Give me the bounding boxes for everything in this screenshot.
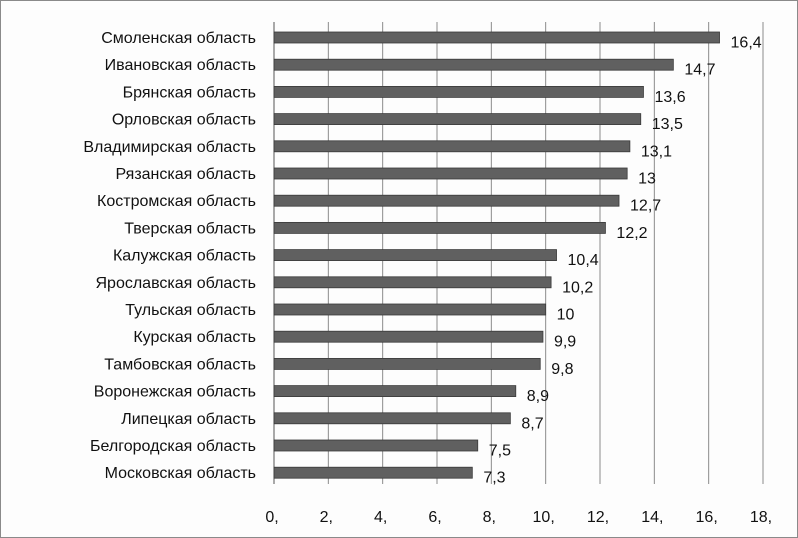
value-label: 10 [557,307,575,324]
value-label: 14,7 [684,62,715,79]
category-label: Костромская область [97,193,256,210]
category-label: Курская область [133,329,256,346]
category-label: Тамбовская область [104,356,256,373]
x-tick-label: 2, [320,509,333,526]
x-tick-label: 6, [428,509,441,526]
category-label: Брянская область [123,84,256,101]
category-label: Владимирская область [83,139,256,156]
bar [273,58,674,71]
value-label: 8,7 [521,415,543,432]
x-tick-label: 14, [641,509,663,526]
bar [273,86,644,98]
value-label: 12,2 [616,225,647,242]
value-label: 13,1 [641,143,672,160]
value-label: 16,4 [731,35,762,52]
category-label: Калужская область [113,248,256,265]
value-label: 10,4 [568,252,599,269]
category-label: Белгородская область [90,438,256,455]
category-label: Смоленская область [101,30,256,47]
bar [273,303,547,316]
bar [273,167,628,180]
x-tick-label: 4, [374,509,387,526]
x-tick-label: 0, [265,509,278,526]
bar [273,466,473,479]
bar [273,276,552,289]
category-label: Тверская область [124,220,256,237]
value-label: 7,5 [489,443,511,460]
category-label: Рязанская область [116,166,256,183]
value-label: 12,7 [630,198,661,215]
value-label: 9,8 [551,361,573,378]
bar [273,439,479,452]
value-label: 9,9 [554,334,576,351]
category-label: Тульская область [125,302,256,319]
category-label: Ярославская область [95,275,256,292]
x-tick-label: 18, [750,509,772,526]
bar [273,385,517,398]
category-label: Ивановская область [105,57,256,74]
bars [273,31,720,479]
value-labels: 16,4 14,7 13,6 13,5 13,1 13 12,7 12,2 10,4 10,2 10… [483,35,761,487]
bar [273,194,620,207]
category-label: Орловская область [112,112,256,129]
bar [273,412,511,425]
value-label: 13,5 [652,116,683,133]
category-label: Воронежская область [94,384,256,401]
value-label: 7,3 [483,470,505,487]
bar [273,113,642,125]
bar [273,140,631,153]
x-tick-label: 10, [533,509,555,526]
x-axis-ticks: 0, 2, 4, 6, 8, 10, 12, 14, 16, 18, [265,509,772,526]
category-labels: Смоленская область Ивановская область Брян… [83,30,256,482]
category-label: Московская область [105,465,256,482]
category-label: Липецкая область [121,411,256,428]
bar [273,357,541,370]
bar [273,249,557,262]
value-label: 13,6 [654,89,685,106]
x-tick-label: 16, [696,509,718,526]
bar [273,330,544,343]
bar [273,31,720,44]
value-label: 10,2 [562,279,593,296]
value-label: 8,9 [527,388,549,405]
x-tick-label: 8, [483,509,496,526]
x-tick-label: 12, [587,509,609,526]
bar [273,221,606,234]
value-label: 13 [638,171,656,188]
gridlines [273,22,764,484]
